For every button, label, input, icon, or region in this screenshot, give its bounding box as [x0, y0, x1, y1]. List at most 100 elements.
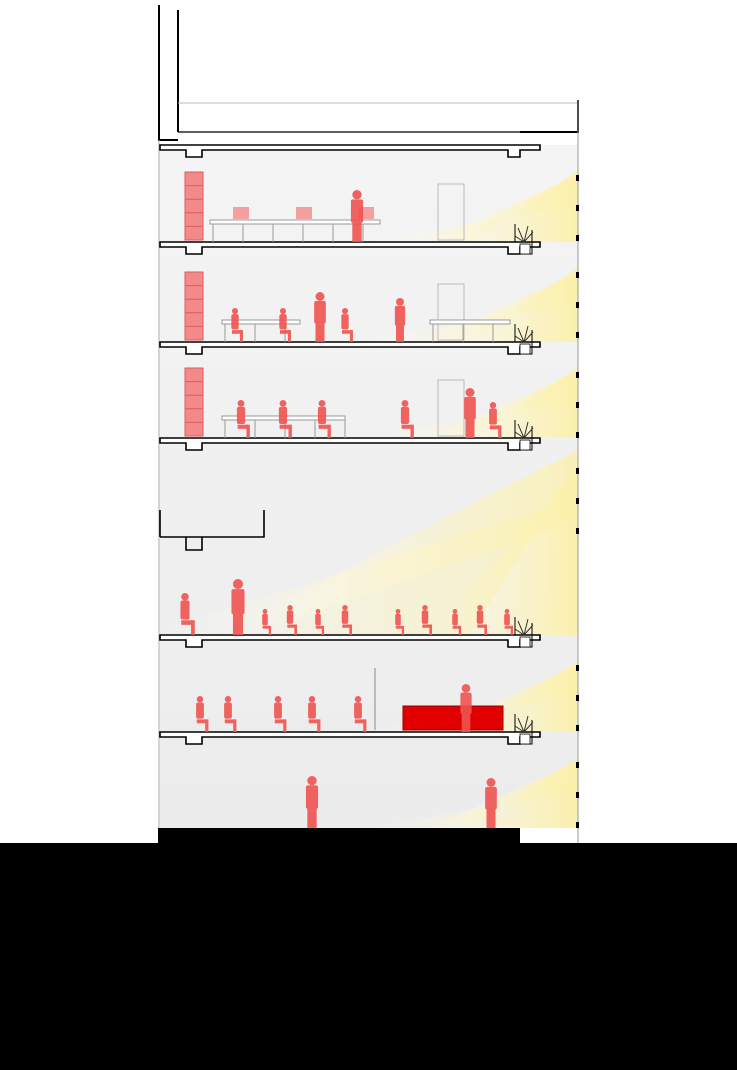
shin: [268, 625, 272, 635]
torso: [460, 692, 472, 715]
planter-box: [519, 636, 531, 648]
torso: [279, 314, 287, 330]
head: [396, 298, 404, 306]
torso: [476, 610, 484, 624]
torso: [231, 589, 245, 615]
torso: [196, 702, 204, 719]
torso: [305, 785, 319, 809]
torso: [341, 610, 349, 624]
person: [305, 776, 319, 828]
torso: [224, 702, 232, 719]
legs: [231, 330, 242, 334]
legs: [504, 625, 513, 629]
legs: [341, 330, 352, 334]
torso: [341, 314, 349, 330]
legs: [308, 719, 320, 724]
legs: [224, 719, 236, 724]
shin: [327, 424, 331, 438]
head: [231, 308, 239, 315]
legs: [395, 625, 404, 629]
mullion: [576, 822, 579, 828]
kitchen: [402, 705, 504, 731]
legs: [401, 424, 413, 429]
head: [279, 308, 287, 315]
shin: [233, 719, 237, 732]
shin: [294, 624, 298, 635]
plant: [514, 225, 534, 243]
torso: [452, 613, 458, 626]
legs: [352, 218, 362, 242]
plant: [514, 618, 534, 636]
torso: [400, 406, 410, 424]
head: [461, 684, 471, 693]
torso: [314, 301, 326, 324]
legs: [279, 330, 290, 334]
person: [400, 400, 414, 438]
person: [279, 308, 291, 342]
person: [231, 308, 243, 342]
torso: [350, 199, 364, 223]
person: [350, 190, 364, 242]
door: [437, 283, 465, 341]
mezzanine: [159, 510, 265, 551]
mullion: [576, 205, 579, 211]
head: [287, 605, 293, 611]
person: [224, 696, 237, 732]
mullion: [576, 332, 579, 338]
structure: [158, 5, 579, 843]
shin: [484, 624, 488, 635]
shin: [246, 424, 250, 438]
head: [354, 696, 362, 703]
shin: [410, 424, 414, 438]
torso: [308, 702, 316, 719]
torso: [274, 702, 282, 719]
legs: [452, 625, 461, 629]
door: [437, 379, 465, 437]
shin: [363, 719, 367, 732]
head: [465, 388, 475, 397]
torso: [421, 610, 429, 624]
head: [262, 609, 268, 614]
legs: [196, 719, 208, 724]
legs: [287, 624, 296, 628]
person: [231, 579, 245, 635]
mullion: [576, 235, 579, 241]
legs: [232, 609, 244, 635]
mullion: [576, 432, 579, 438]
ground: [0, 843, 737, 1070]
torso: [395, 613, 401, 626]
light-wedge: [366, 757, 578, 828]
torso: [278, 406, 288, 424]
mullion: [576, 302, 579, 308]
head: [181, 593, 189, 601]
light-wedge: [358, 267, 578, 342]
legs: [315, 319, 325, 342]
head: [237, 400, 245, 407]
legs: [262, 625, 271, 629]
person: [180, 593, 195, 635]
floor-slab: [159, 144, 541, 158]
head: [279, 400, 287, 407]
shin: [510, 625, 514, 635]
head: [315, 609, 321, 614]
head: [308, 696, 316, 703]
person: [278, 400, 292, 438]
mullion: [576, 792, 579, 798]
person: [274, 696, 287, 732]
mullion: [576, 665, 579, 671]
legs: [489, 425, 501, 430]
head: [224, 696, 232, 703]
person: [452, 609, 462, 635]
person: [341, 605, 353, 635]
mullion: [576, 402, 579, 408]
head: [232, 579, 244, 590]
mullion: [576, 468, 579, 474]
monitor: [296, 207, 312, 219]
torso: [317, 406, 327, 424]
torso: [464, 397, 476, 420]
head: [401, 400, 409, 407]
head: [477, 605, 483, 611]
person: [504, 609, 514, 635]
legs: [342, 624, 351, 628]
